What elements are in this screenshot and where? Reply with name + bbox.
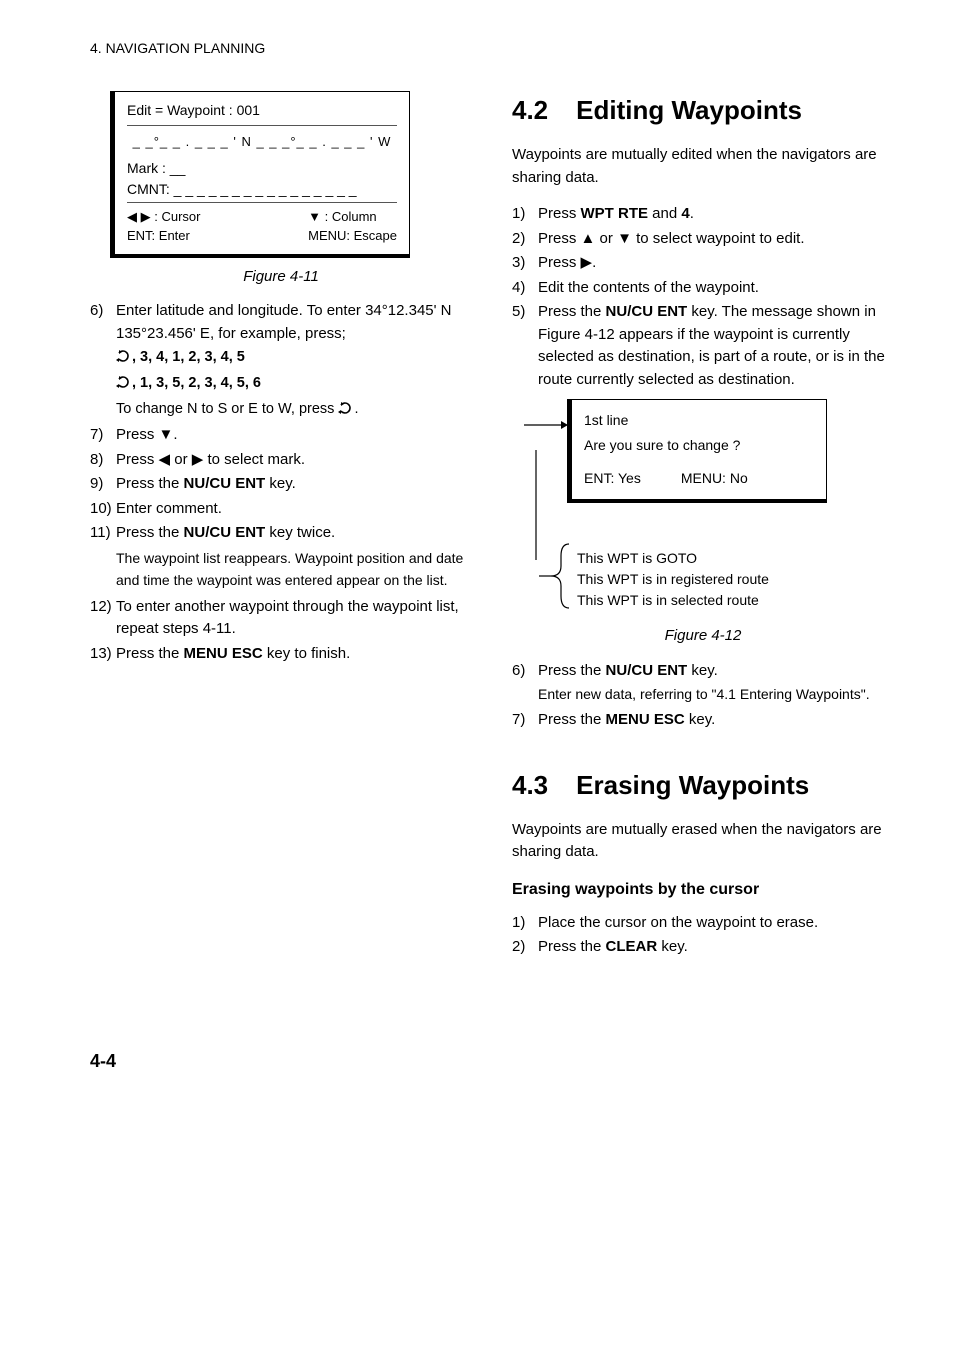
cycle-icon	[116, 349, 132, 363]
cycle-icon	[116, 375, 132, 389]
step-6-seq-b: , 1, 3, 5, 2, 3, 4, 5, 6	[116, 373, 472, 395]
step-9: 9)Press the NU/CU ENT key.	[90, 473, 472, 496]
page: 4. NAVIGATION PLANNING Edit = Waypoint :…	[0, 0, 954, 1112]
left-triangle-icon: ◀	[159, 451, 171, 468]
page-header: 4. NAVIGATION PLANNING	[90, 40, 894, 56]
right-triangle-icon: ▶	[192, 451, 204, 468]
msg-1st-line: 1st line	[584, 410, 814, 431]
sec43-subhead: Erasing waypoints by the cursor	[512, 878, 894, 902]
left-steps: 6)Enter latitude and longitude. To enter…	[90, 300, 472, 345]
bracket-line-1: This WPT is GOTO	[577, 548, 894, 569]
cycle-icon	[338, 401, 354, 415]
step-13: 13)Press the MENU ESC key to finish.	[90, 643, 472, 666]
cursor-lr-icon: ◀ ▶	[127, 209, 151, 224]
step-12: 12)To enter another waypoint through the…	[90, 596, 472, 641]
down-triangle-icon: ▼	[308, 209, 321, 224]
down-triangle-icon: ▼	[159, 426, 174, 443]
step-6-seq-a: , 3, 4, 1, 2, 3, 4, 5	[116, 347, 472, 369]
sec42-step-6-sub: Enter new data, referring to "4.1 Enteri…	[538, 684, 894, 705]
sec43-steps: 1)Place the cursor on the waypoint to er…	[512, 912, 894, 959]
down-triangle-icon: ▼	[617, 230, 632, 247]
sec42-step-1: 1)Press WPT RTE and 4.	[512, 203, 894, 226]
connector-line-icon	[535, 450, 537, 560]
left-steps-cont: 7)Press ▼. 8)Press ◀ or ▶ to select mark…	[90, 424, 472, 545]
step-11: 11)Press the NU/CU ENT key twice.	[90, 522, 472, 545]
step-7: 7)Press ▼.	[90, 424, 472, 447]
msg-yes: ENT: Yes	[584, 468, 641, 489]
up-triangle-icon: ▲	[581, 230, 596, 247]
sec42-steps-cont2: 7)Press the MENU ESC key.	[512, 709, 894, 732]
right-column: 4.2 Editing Waypoints Waypoints are mutu…	[512, 91, 894, 961]
brace-icon	[539, 542, 573, 610]
section-4-2-heading: 4.2 Editing Waypoints	[512, 91, 894, 130]
sec43-step-1: 1)Place the cursor on the waypoint to er…	[512, 912, 894, 935]
bracket-line-2: This WPT is in registered route	[577, 569, 894, 590]
msg-question: Are you sure to change ?	[584, 435, 814, 456]
section-4-3-heading: 4.3 Erasing Waypoints	[512, 766, 894, 805]
msg-no: MENU: No	[681, 468, 748, 489]
step-10: 10)Enter comment.	[90, 498, 472, 521]
bracket-line-3: This WPT is in selected route	[577, 590, 894, 611]
sec43-intro: Waypoints are mutually erased when the n…	[512, 819, 894, 864]
dialog-title: Edit = Waypoint : 001	[127, 100, 397, 126]
sec42-step-2: 2)Press ▲ or ▼ to select waypoint to edi…	[512, 228, 894, 251]
step-11-sub: The waypoint list reappears. Waypoint po…	[116, 547, 472, 592]
mark-row: Mark : __	[127, 158, 397, 179]
coord-row: _ _°_ _ . _ _ _ ' N _ _ _°_ _ . _ _ _ ' …	[127, 132, 397, 152]
step-8: 8)Press ◀ or ▶ to select mark.	[90, 449, 472, 472]
sec42-step-4: 4)Edit the contents of the waypoint.	[512, 277, 894, 300]
sec42-step-5: 5)Press the NU/CU ENT key. The message s…	[512, 301, 894, 391]
two-column-layout: Edit = Waypoint : 001 _ _°_ _ . _ _ _ ' …	[90, 91, 894, 961]
sec43-step-2: 2)Press the CLEAR key.	[512, 936, 894, 959]
right-triangle-icon: ▶	[581, 254, 593, 271]
sec42-steps-cont: 6)Press the NU/CU ENT key.	[512, 660, 894, 683]
arrow-to-1st-line-icon	[524, 417, 580, 433]
figure-4-12-caption: Figure 4-12	[512, 625, 894, 648]
sec42-intro: Waypoints are mutually edited when the n…	[512, 144, 894, 189]
sec42-steps: 1)Press WPT RTE and 4. 2)Press ▲ or ▼ to…	[512, 203, 894, 391]
cmnt-row: CMNT: _ _ _ _ _ _ _ _ _ _ _ _ _ _ _ _	[127, 179, 397, 200]
sec42-step-6: 6)Press the NU/CU ENT key.	[512, 660, 894, 683]
edit-waypoint-dialog: Edit = Waypoint : 001 _ _°_ _ . _ _ _ ' …	[110, 91, 410, 258]
left-steps-cont2: 12)To enter another waypoint through the…	[90, 596, 472, 666]
sec42-step-3: 3)Press ▶.	[512, 252, 894, 275]
left-column: Edit = Waypoint : 001 _ _°_ _ . _ _ _ ' …	[90, 91, 472, 961]
step-6-note: To change N to S or E to W, press .	[116, 399, 472, 421]
sec42-step-7: 7)Press the MENU ESC key.	[512, 709, 894, 732]
bracket-alternatives: This WPT is GOTO This WPT is in register…	[567, 548, 894, 611]
confirm-change-dialog: 1st line Are you sure to change ? ENT: Y…	[567, 399, 827, 503]
figure-4-11-caption: Figure 4-11	[90, 266, 472, 289]
dialog-footer: ◀ ▶ : Cursor ENT: Enter ▼ : Column MENU:…	[127, 202, 397, 246]
step-6: 6)Enter latitude and longitude. To enter…	[90, 300, 472, 345]
page-number: 4-4	[90, 1051, 894, 1072]
